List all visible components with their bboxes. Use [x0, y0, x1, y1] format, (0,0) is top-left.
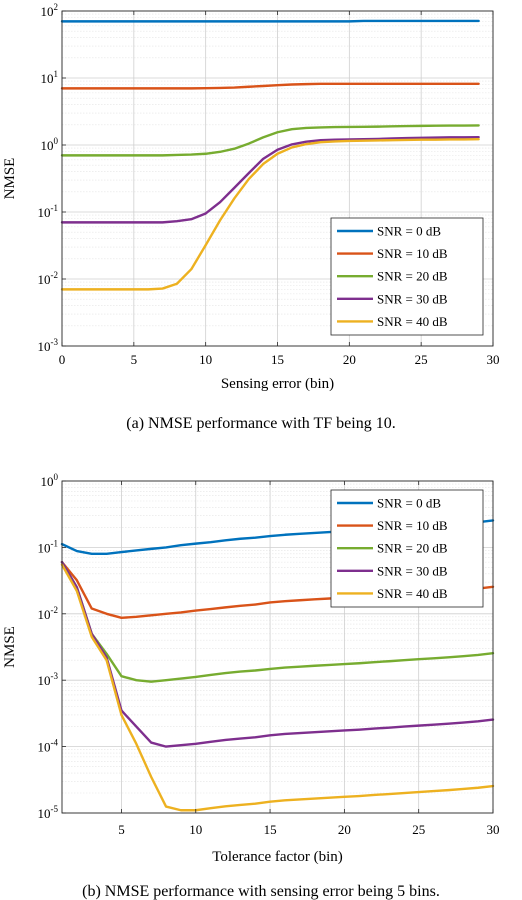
series-line-snr-40db	[60, 138, 480, 291]
y-tick-label: 10-3	[38, 671, 59, 688]
y-tick-label: 101	[41, 69, 59, 86]
y-tick-base: 10	[38, 272, 51, 287]
series-group	[60, 519, 495, 812]
y-tick-base: 10	[41, 4, 54, 19]
x-tick-label: 5	[131, 352, 138, 367]
y-tick-label: 100	[41, 136, 59, 153]
y-axis-label: NMSE	[2, 626, 18, 668]
series-line-snr-20db	[60, 124, 480, 157]
legend-entry-label: SNR = 20 dB	[377, 541, 448, 556]
legend-entry-label: SNR = 10 dB	[377, 518, 448, 533]
y-tick-base: 10	[38, 607, 51, 622]
series-line-snr-30db	[60, 135, 480, 224]
y-tick-base: 10	[38, 673, 51, 688]
y-tick-exponent: 1	[54, 69, 59, 79]
legend-entry-label: SNR = 30 dB	[377, 563, 448, 578]
y-tick-base: 10	[38, 205, 51, 220]
x-tick-label: 15	[271, 352, 284, 367]
x-tick-label: 30	[487, 822, 500, 837]
legend-entry-label: SNR = 30 dB	[377, 291, 448, 306]
x-tick-label: 25	[412, 822, 425, 837]
y-tick-label: 10-2	[38, 270, 59, 287]
legend: SNR = 0 dB SNR = 10 dB SNR = 20 dB SNR = 30…	[330, 217, 484, 336]
chart-panel-a: 0 5 10 15 20 25 3010-310-210-1100101102Sensing…	[2, 2, 500, 432]
legend-entry-label: SNR = 0 dB	[377, 224, 441, 239]
axes-box	[61, 480, 494, 814]
legend-entry-label: SNR = 20 dB	[377, 269, 448, 284]
y-tick-exponent: -5	[51, 804, 59, 814]
y-tick-exponent: 0	[54, 472, 59, 482]
x-tick-label: 10	[189, 822, 202, 837]
y-tick-base: 10	[38, 339, 51, 354]
legend-entry-label: SNR = 40 dB	[377, 314, 448, 329]
x-tick-label: 0	[59, 352, 66, 367]
y-tick-label: 10-1	[38, 538, 59, 555]
y-tick-label: 102	[41, 2, 59, 19]
x-tick-label: 20	[338, 822, 351, 837]
series-line-snr-40db	[60, 563, 495, 812]
x-tick-label: 10	[199, 352, 212, 367]
y-tick-label: 10-1	[38, 203, 59, 220]
y-tick-exponent: 2	[54, 2, 59, 12]
x-tick-label: 20	[343, 352, 356, 367]
x-tick-label: 5	[118, 822, 125, 837]
legend-entry-label: SNR = 0 dB	[377, 496, 441, 511]
y-tick-label: 10-3	[38, 337, 59, 354]
x-tick-label: 30	[487, 352, 500, 367]
x-tick-label: 15	[264, 822, 277, 837]
y-tick-label: 10-4	[38, 738, 59, 755]
y-tick-label: 10-2	[38, 605, 59, 622]
figure-caption-b: (b) NMSE performance with sensing error …	[82, 883, 440, 900]
y-tick-exponent: 0	[54, 136, 59, 146]
series-line-snr-20db	[60, 560, 495, 683]
y-tick-exponent: -3	[51, 337, 59, 347]
y-tick-exponent: -4	[51, 738, 59, 748]
y-tick-exponent: -2	[51, 605, 59, 615]
y-tick-base: 10	[41, 474, 54, 489]
y-tick-base: 10	[38, 806, 51, 821]
y-tick-base: 10	[38, 740, 51, 755]
chart-panel-b: 5 10 15 20 25 3010-510-410-310-210-1100Tolera…	[2, 472, 500, 900]
y-axis-label: NMSE	[2, 158, 18, 200]
figure-caption-a: (a) NMSE performance with TF being 10.	[126, 415, 395, 432]
series-line-snr-10db	[60, 82, 480, 90]
y-tick-base: 10	[41, 71, 54, 86]
legend: SNR = 0 dB SNR = 10 dB SNR = 20 dB SNR = 30…	[330, 489, 484, 608]
y-tick-label: 100	[41, 472, 59, 489]
legend-entry-label: SNR = 40 dB	[377, 586, 448, 601]
y-tick-base: 10	[38, 540, 51, 555]
series-line-snr-30db	[60, 560, 495, 748]
x-tick-label: 25	[415, 352, 428, 367]
x-axis-label: Tolerance factor (bin)	[212, 849, 343, 865]
y-tick-base: 10	[41, 138, 54, 153]
y-tick-exponent: -1	[51, 203, 59, 213]
y-tick-label: 10-5	[38, 804, 59, 821]
y-tick-exponent: -2	[51, 270, 59, 280]
y-tick-exponent: -1	[51, 538, 59, 548]
legend-entry-label: SNR = 10 dB	[377, 246, 448, 261]
y-tick-exponent: -3	[51, 671, 59, 681]
x-axis-label: Sensing error (bin)	[221, 376, 334, 392]
series-group	[60, 19, 480, 291]
